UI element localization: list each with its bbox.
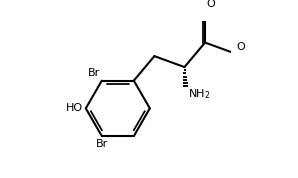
Text: Br: Br — [96, 139, 108, 149]
Text: Br: Br — [88, 68, 100, 78]
Text: HO: HO — [66, 103, 83, 113]
Text: O: O — [207, 0, 215, 9]
Text: NH$_2$: NH$_2$ — [188, 87, 211, 101]
Text: O: O — [236, 42, 245, 52]
